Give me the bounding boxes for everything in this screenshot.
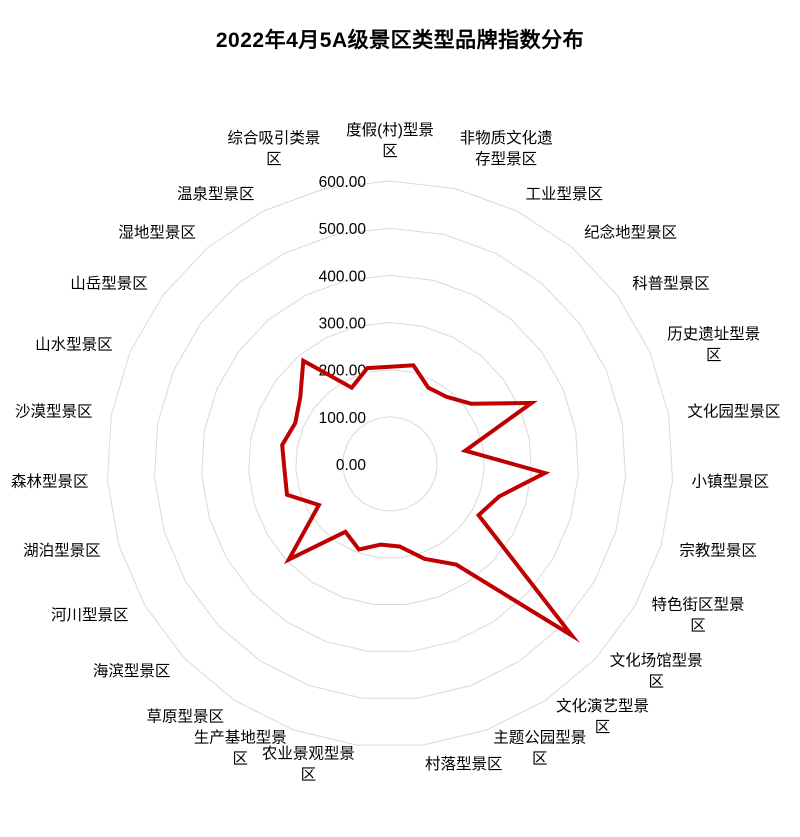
category-label: 文化演艺型景 (556, 697, 649, 715)
category-label: 科普型景区 (632, 275, 710, 293)
category-label: 区 (266, 151, 282, 168)
category-label: 文化场馆型景 (610, 652, 703, 670)
radial-tick-label: 400.00 (319, 268, 367, 285)
radial-tick-label: 0.00 (336, 457, 367, 474)
category-label: 纪念地型景区 (584, 223, 677, 242)
grid-ring (248, 321, 532, 605)
category-label: 沙漠型景区 (15, 403, 93, 421)
category-label: 宗教型景区 (679, 542, 757, 560)
grid-ring (201, 274, 579, 652)
category-label: 存型景区 (475, 150, 537, 168)
category-label: 海滨型景区 (93, 662, 171, 680)
category-label: 草原型景区 (147, 707, 225, 725)
category-label: 湖泊型景区 (23, 542, 101, 560)
category-label: 森林型景区 (11, 473, 89, 491)
category-label: 历史遗址型景 (667, 325, 760, 343)
category-label: 区 (382, 143, 398, 160)
category-label: 工业型景区 (526, 185, 604, 203)
category-label: 湿地型景区 (118, 224, 196, 242)
grid-ring (106, 180, 674, 746)
category-label: 区 (232, 750, 248, 767)
category-label: 区 (595, 719, 611, 736)
category-label: 特色街区型景 (651, 596, 744, 614)
category-label: 度假(村)型景 (346, 121, 434, 139)
category-label: 文化园型景区 (687, 403, 780, 421)
grid-ring (154, 227, 626, 699)
category-label: 温泉型景区 (177, 185, 255, 203)
chart-title: 2022年4月5A级景区类型品牌指数分布 (215, 29, 585, 52)
series-line (280, 357, 581, 643)
grid-ring (342, 416, 438, 512)
category-label: 区 (648, 674, 664, 691)
category-label: 区 (690, 618, 706, 635)
category-label: 山水型景区 (35, 335, 113, 353)
category-label: 河川型景区 (51, 606, 129, 624)
category-label: 小镇型景区 (691, 473, 769, 491)
category-label: 山岳型景区 (70, 275, 148, 293)
category-label: 主题公园型景 (493, 728, 586, 746)
category-label: 区 (706, 347, 722, 364)
grid-ring (295, 369, 485, 559)
radial-tick-label: 600.00 (319, 174, 367, 191)
category-label: 村落型景区 (425, 755, 503, 773)
category-label: 区 (532, 750, 548, 767)
radial-tick-label: 100.00 (319, 410, 367, 427)
radial-tick-label: 300.00 (319, 316, 367, 333)
category-label: 区 (301, 767, 317, 784)
category-label: 生产基地型景 (194, 728, 287, 746)
category-label: 非物质文化遗 (460, 129, 554, 147)
category-label: 综合吸引类景 (227, 129, 320, 147)
radial-tick-label: 500.00 (319, 221, 367, 238)
category-label: 农业景观型景 (262, 745, 355, 763)
